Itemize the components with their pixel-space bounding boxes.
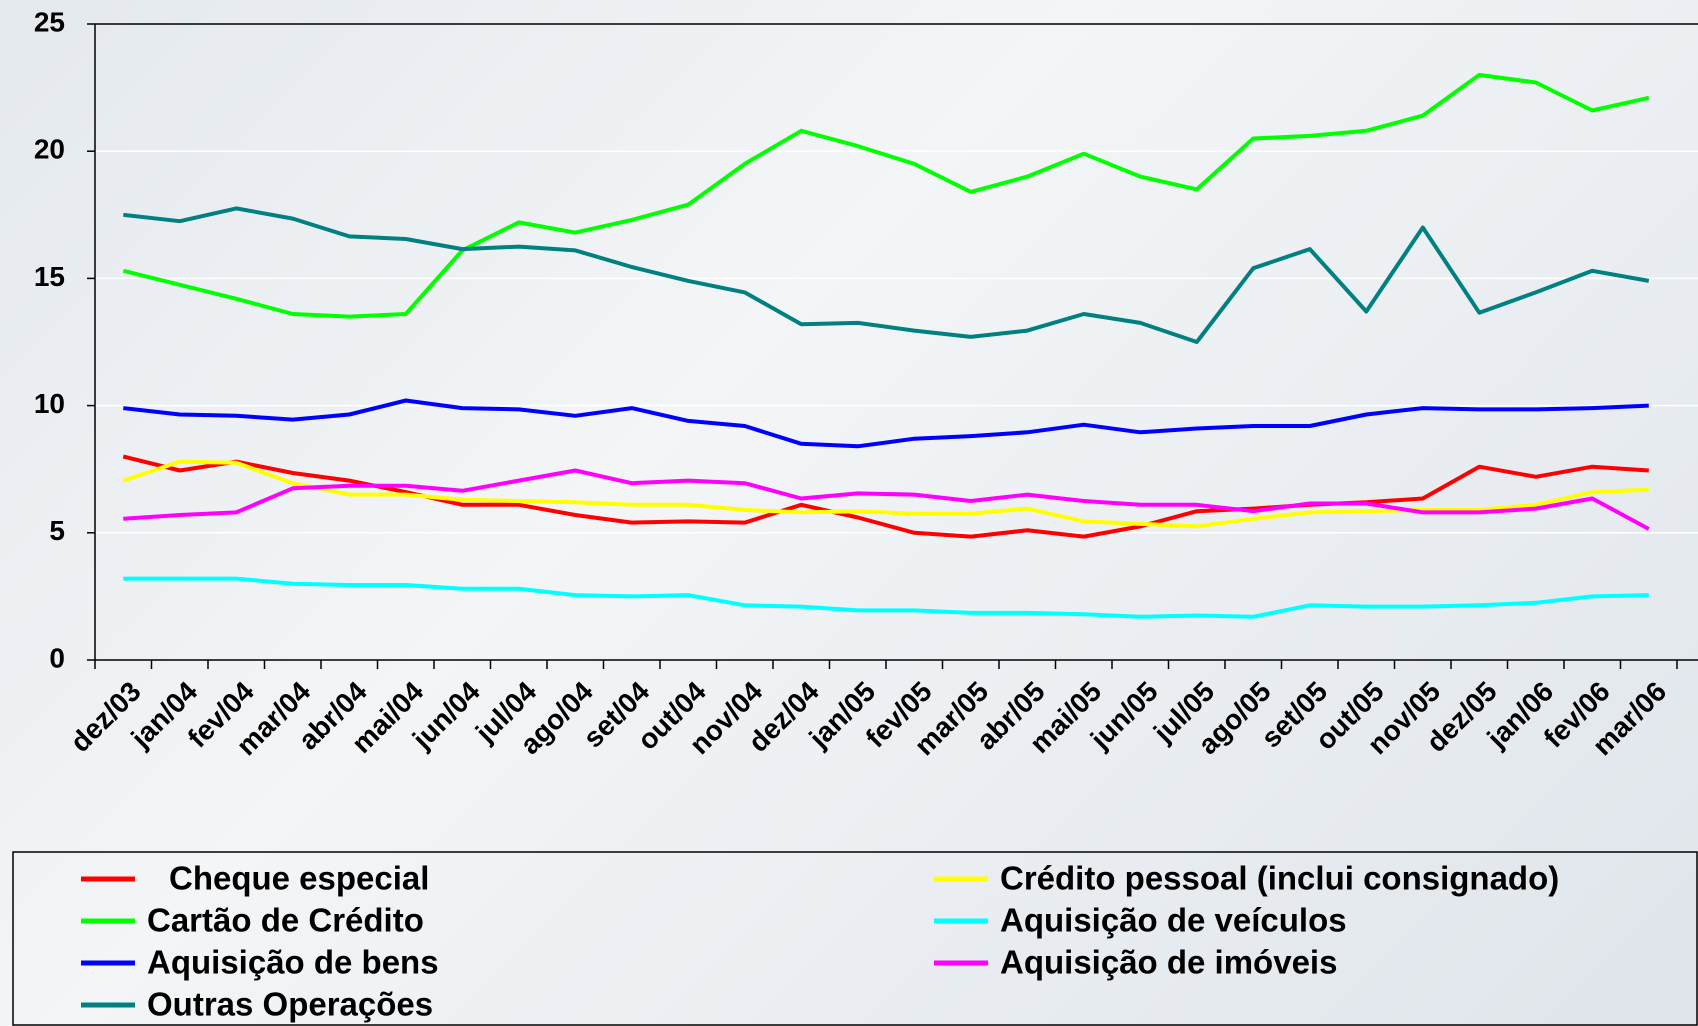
y-tick-label: 15 [34,261,65,292]
series-line [123,576,1649,619]
series-line [123,206,1650,344]
series-line [122,72,1650,319]
y-tick-label: 10 [34,388,65,419]
legend-label: Cheque especial [169,860,429,897]
y-tick-label: 25 [34,6,65,37]
series-line [123,398,1649,449]
legend-label: Crédito pessoal (inclui consignado) [1000,860,1559,897]
legend-label: Cartão de Crédito [147,902,424,939]
legend-label: Aquisição de veículos [1000,902,1347,939]
y-tick-label: 0 [49,642,65,673]
legend-label: Aquisição de imóveis [1000,944,1337,981]
legend-label: Aquisição de bens [147,944,439,981]
series-line [122,459,1649,529]
x-tick-label: dez/03 [64,676,146,758]
y-tick-label: 5 [49,515,65,546]
y-tick-label: 20 [34,134,65,165]
series-line [123,468,1650,531]
legend-box [12,851,1698,1026]
legend-label: Outras Operações [147,986,433,1023]
